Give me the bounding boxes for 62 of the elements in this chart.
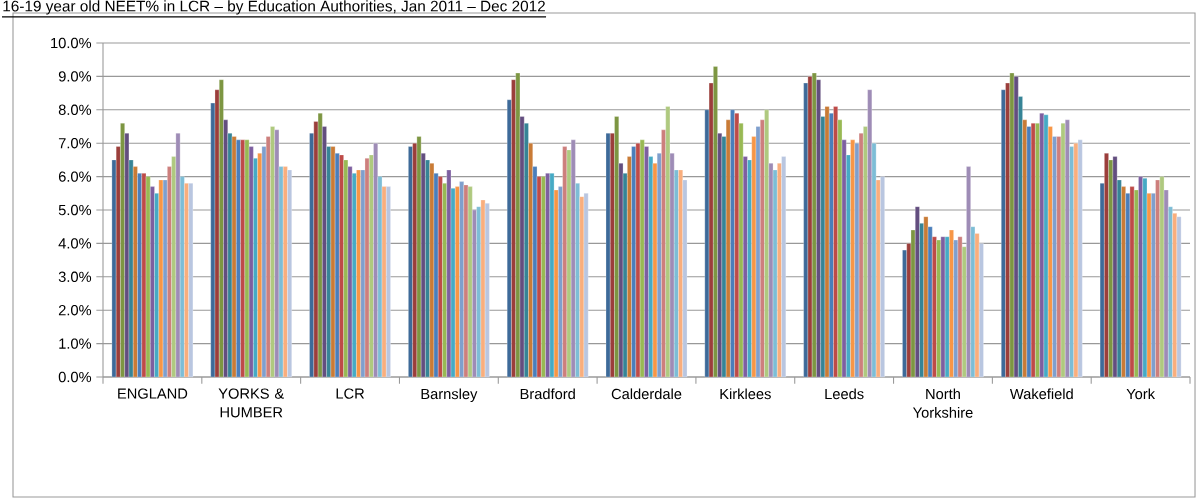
y-tick-label: 4.0% xyxy=(58,238,92,249)
y-tick-label: 7.0% xyxy=(58,138,92,149)
bar xyxy=(175,133,181,378)
bar xyxy=(807,76,813,378)
y-tick-label: 6.0% xyxy=(58,171,92,182)
x-tick-label: Bradford xyxy=(520,388,575,400)
bar xyxy=(1142,178,1148,378)
bar xyxy=(1030,123,1036,378)
bar xyxy=(1013,76,1019,378)
bar xyxy=(429,163,435,378)
bar xyxy=(1043,114,1049,378)
bar xyxy=(515,72,521,378)
bar xyxy=(665,106,671,378)
bar xyxy=(317,113,323,378)
y-tick-label: 3.0% xyxy=(58,271,92,282)
y-tick-label: 1.0% xyxy=(59,338,92,349)
bar xyxy=(605,133,611,378)
x-tick-label: YORKS & HUMBER xyxy=(218,388,285,418)
bar xyxy=(734,113,740,378)
bar xyxy=(781,156,786,378)
x-tick-label: Barnsley xyxy=(421,388,478,403)
bar xyxy=(639,139,645,378)
bar xyxy=(1159,176,1165,378)
bar xyxy=(1077,139,1083,378)
y-tick-label: 9.0% xyxy=(58,71,92,82)
bar xyxy=(1129,186,1135,378)
bar xyxy=(244,139,250,378)
bar xyxy=(1176,216,1182,378)
bar xyxy=(583,193,589,378)
bar xyxy=(1112,156,1118,378)
x-tick-label: North Yorkshire xyxy=(912,388,973,418)
y-tick-label: 10.0% xyxy=(51,37,92,49)
x-tick-label: ENGLAND xyxy=(118,388,188,399)
bar xyxy=(287,169,292,378)
bar xyxy=(549,173,555,378)
bar xyxy=(923,216,929,378)
bar xyxy=(274,129,280,378)
bar xyxy=(467,186,473,378)
x-tick-label: Calderdale xyxy=(611,388,682,400)
x-tick-label: Kirklees xyxy=(720,388,771,400)
y-tick-label: 5.0% xyxy=(58,204,92,216)
bar xyxy=(364,158,370,378)
bar xyxy=(480,199,486,378)
bar xyxy=(145,176,151,378)
x-tick-label: LCR xyxy=(336,388,365,399)
bar xyxy=(416,136,422,378)
bar xyxy=(484,203,490,378)
y-tick-label: 2.0% xyxy=(58,305,92,316)
bar xyxy=(446,169,452,378)
y-tick-label: 0.0% xyxy=(58,371,92,383)
bar xyxy=(1060,123,1066,378)
y-tick-label: 8.0% xyxy=(58,104,92,115)
chart-title: 16-19 year old NEET% in LCR – by Education Authorities, Jan 2011 – Dec 2012 xyxy=(3,0,545,15)
bar xyxy=(231,136,237,378)
bar xyxy=(188,183,194,378)
bar xyxy=(824,106,830,378)
bar xyxy=(330,146,336,378)
bar xyxy=(957,236,963,378)
bar xyxy=(867,89,873,378)
x-tick-label: Wakefield xyxy=(1009,388,1073,400)
x-tick-label: York xyxy=(1126,388,1156,400)
x-tick-label: Leeds xyxy=(825,388,864,400)
